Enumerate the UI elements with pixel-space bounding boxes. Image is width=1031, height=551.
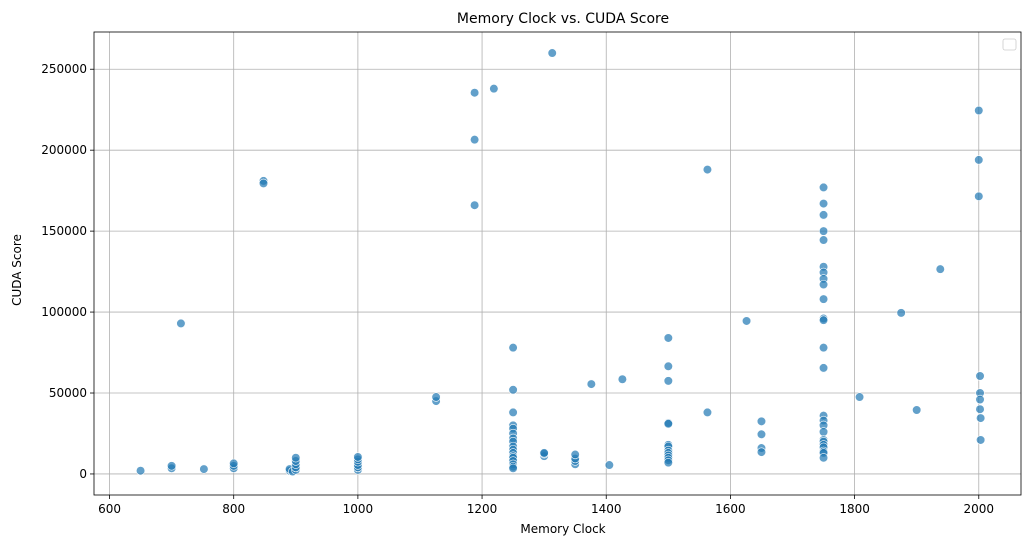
data-point: [291, 453, 301, 463]
data-point: [586, 379, 596, 389]
data-point: [663, 333, 673, 343]
data-point: [199, 464, 209, 474]
y-tick-label: 200000: [41, 143, 87, 157]
data-point: [818, 427, 829, 437]
data-point: [470, 135, 480, 145]
data-point: [974, 191, 984, 201]
grid: [94, 32, 1021, 495]
data-point: [818, 343, 829, 353]
data-points: [135, 48, 986, 477]
y-axis-title: CUDA Score: [10, 234, 24, 306]
y-tick-label: 0: [79, 467, 87, 481]
data-point: [976, 413, 986, 423]
y-tick-label: 150000: [41, 224, 87, 238]
data-point: [663, 361, 673, 371]
data-point: [176, 318, 186, 328]
data-point: [508, 385, 518, 395]
data-point: [702, 407, 713, 418]
data-point: [258, 178, 269, 188]
y-tick-label: 50000: [49, 386, 87, 400]
data-point: [508, 463, 518, 473]
data-point: [604, 460, 614, 470]
data-point: [975, 371, 985, 381]
data-point: [663, 458, 673, 468]
plot-frame: [93, 31, 1022, 496]
data-point: [489, 84, 499, 94]
data-point: [470, 88, 480, 98]
data-point: [818, 279, 829, 290]
data-point: [756, 429, 767, 439]
legend-box: [1002, 38, 1017, 51]
data-point: [974, 105, 984, 116]
data-point: [975, 394, 985, 405]
chart-title: Memory Clock vs. CUDA Score: [457, 11, 669, 27]
x-tick-label: 1600: [715, 502, 746, 516]
data-point: [975, 404, 985, 414]
axis-ticks: 600 800 1000 1200 1400 1600 1800 2000 0 50000 1000…: [41, 62, 994, 516]
data-point: [818, 226, 829, 236]
data-point: [818, 453, 829, 463]
data-point: [818, 315, 829, 325]
data-point: [470, 200, 480, 210]
data-point: [508, 407, 518, 418]
x-tick-label: 1800: [839, 502, 870, 516]
data-point: [539, 448, 549, 458]
x-tick-label: 800: [222, 502, 245, 516]
data-point: [818, 210, 829, 220]
y-tick-label: 250000: [41, 62, 87, 76]
data-point: [756, 416, 767, 426]
data-point: [617, 374, 627, 384]
y-tick-label: 100000: [41, 305, 87, 319]
data-point: [135, 466, 146, 476]
data-point: [570, 449, 580, 460]
data-point: [818, 294, 829, 304]
x-tick-label: 600: [98, 502, 121, 516]
data-point: [741, 316, 752, 326]
data-point: [896, 308, 906, 318]
data-point: [818, 182, 829, 193]
data-point: [353, 452, 363, 462]
data-point: [547, 48, 557, 58]
data-point: [663, 376, 673, 386]
data-point: [229, 458, 239, 469]
data-point: [756, 447, 767, 457]
data-point: [431, 392, 441, 402]
x-tick-label: 1400: [591, 502, 622, 516]
data-point: [663, 419, 673, 429]
x-axis-title: Memory Clock: [520, 522, 605, 536]
data-point: [854, 392, 865, 402]
x-tick-label: 1200: [467, 502, 498, 516]
data-point: [974, 155, 984, 165]
data-point: [702, 165, 713, 175]
data-point: [976, 435, 986, 445]
data-point: [818, 199, 829, 209]
data-point: [935, 264, 945, 274]
x-tick-label: 1000: [343, 502, 374, 516]
data-point: [818, 363, 829, 373]
data-point: [818, 235, 829, 245]
data-point: [508, 343, 518, 353]
x-tick-label: 2000: [964, 502, 995, 516]
data-point: [167, 461, 177, 471]
data-point: [912, 405, 922, 415]
